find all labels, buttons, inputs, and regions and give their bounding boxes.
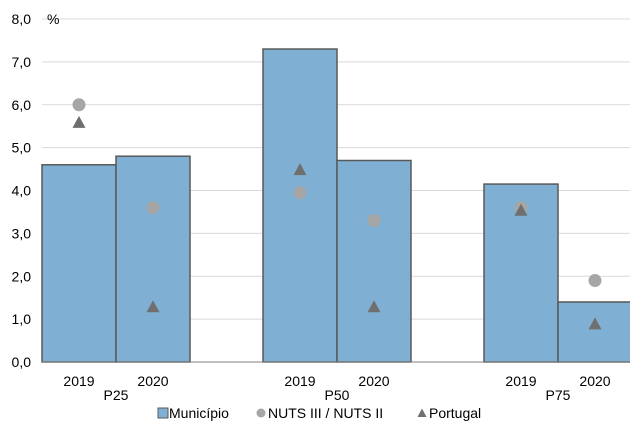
marker-nuts-circle [146,201,160,215]
x-year-label: 2020 [579,373,610,389]
marker-portugal-triangle [72,115,86,128]
bar-municipio [115,155,191,363]
legend-label-nuts: NUTS III / NUTS II [268,405,383,421]
bar-municipio [336,159,412,363]
x-year-label: 2019 [505,373,536,389]
x-group-label: P25 [104,387,129,403]
y-tick-label: 6,0 [12,97,32,113]
bar-municipio [557,301,630,363]
legend-label-portugal: Portugal [429,405,481,421]
legend-swatch-municipio [157,407,169,419]
bars [41,48,630,363]
legend-swatch-nuts [256,408,266,418]
marker-nuts-circle [588,274,602,288]
x-axis-labels: 2019 2020 P25 2019 2020 P50 2019 2020 P75 [63,373,610,403]
y-tick-label: 2,0 [12,268,32,284]
marker-portugal-triangle [514,203,528,216]
x-year-label: 2020 [137,373,168,389]
y-tick-label: 4,0 [12,183,32,199]
y-tick-label: 0,0 [12,354,32,370]
y-tick-label: 1,0 [12,311,32,327]
y-tick-label: 7,0 [12,54,32,70]
legend-label-municipio: Município [169,405,229,421]
x-year-label: 2019 [284,373,315,389]
x-group-label: P75 [546,387,571,403]
x-year-label: 2019 [63,373,94,389]
y-tick-label: 5,0 [12,140,32,156]
legend-swatch-portugal [417,408,427,417]
y-axis-ticks: 0,0 1,0 2,0 3,0 4,0 5,0 6,0 7,0 8,0 [12,11,32,370]
legend: Município NUTS III / NUTS II Portugal [157,405,481,421]
bar-municipio [262,48,338,363]
marker-portugal-triangle [367,300,381,313]
marker-portugal-triangle [293,163,307,176]
unit-label: % [47,11,59,27]
marker-nuts-circle [367,214,381,228]
x-year-label: 2020 [358,373,389,389]
markers [72,98,602,330]
marker-portugal-triangle [588,317,602,330]
y-tick-label: 3,0 [12,225,32,241]
marker-nuts-circle [72,98,86,112]
bar-municipio [41,164,117,363]
x-group-label: P50 [325,387,350,403]
marker-nuts-circle [293,186,307,200]
marker-portugal-triangle [146,300,160,313]
y-tick-label: 8,0 [12,11,32,27]
